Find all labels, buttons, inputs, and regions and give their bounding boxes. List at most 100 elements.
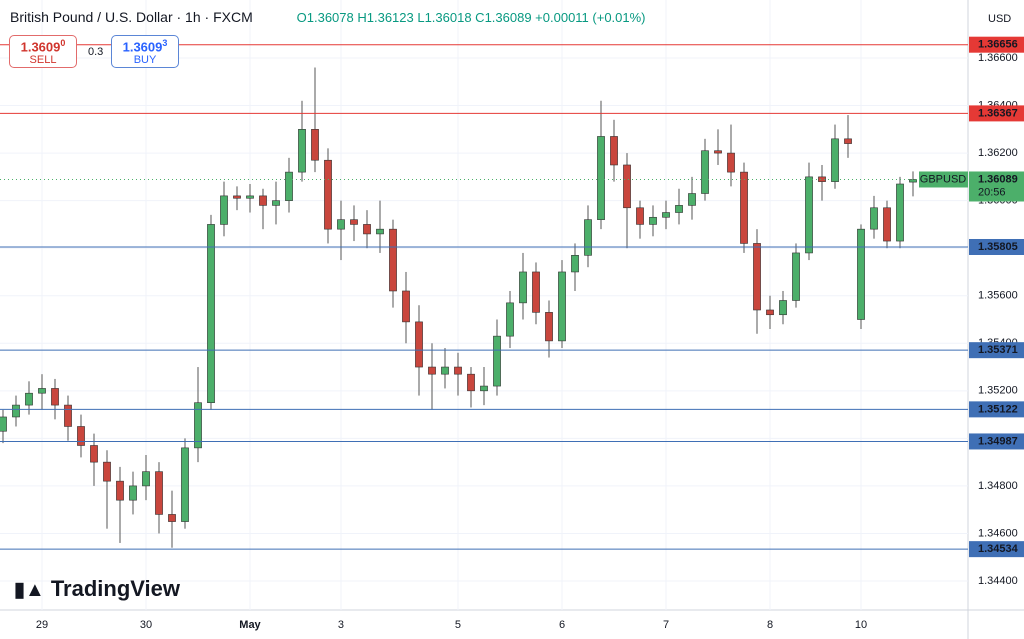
candle-body bbox=[896, 183, 904, 242]
candle-body bbox=[701, 150, 709, 194]
candle-body bbox=[506, 302, 514, 337]
candle-body bbox=[714, 150, 722, 154]
buy-price: 1.3609 bbox=[122, 39, 163, 55]
candle-body bbox=[636, 207, 644, 225]
candle-body bbox=[376, 228, 384, 235]
candle-body bbox=[142, 471, 150, 487]
candle-body bbox=[480, 385, 488, 392]
last-price-bg bbox=[969, 171, 1024, 202]
symbol-tag: GBPUSD bbox=[920, 173, 967, 185]
header: British Pound / U.S. Dollar · 1h · FXCM … bbox=[10, 9, 646, 25]
candle-body bbox=[402, 290, 410, 323]
buy-button[interactable]: 1.36093 BUY bbox=[111, 35, 179, 68]
level-label-bg bbox=[969, 105, 1024, 122]
level-label-bg bbox=[969, 342, 1024, 359]
sell-price-sup: 0 bbox=[60, 38, 66, 48]
candle-body bbox=[77, 426, 85, 446]
candle-body bbox=[246, 195, 254, 199]
candle-body bbox=[571, 255, 579, 273]
candle-body bbox=[233, 195, 241, 199]
candle-body bbox=[753, 243, 761, 311]
chart-title: British Pound / U.S. Dollar · 1h · FXCM bbox=[10, 9, 253, 25]
candle-body bbox=[818, 176, 826, 182]
y-tick-label: 1.36600 bbox=[978, 52, 1018, 64]
candle-body bbox=[64, 404, 72, 427]
buy-label: BUY bbox=[133, 54, 157, 67]
candle-body bbox=[428, 366, 436, 375]
y-tick-label: 1.35600 bbox=[978, 290, 1018, 302]
x-tick-label: 30 bbox=[140, 619, 152, 631]
candle-body bbox=[662, 212, 670, 218]
candle-body bbox=[298, 129, 306, 173]
candle-body bbox=[545, 312, 553, 342]
candle-body bbox=[792, 252, 800, 301]
level-label: 1.35371 bbox=[978, 344, 1018, 356]
candle-body bbox=[415, 321, 423, 368]
candle-body bbox=[155, 471, 163, 515]
sell-button[interactable]: 1.36090 SELL bbox=[9, 35, 77, 68]
candle-body bbox=[337, 219, 345, 230]
candle-body bbox=[103, 461, 111, 482]
level-label: 1.36367 bbox=[978, 107, 1018, 119]
y-tick-label: 1.34600 bbox=[978, 527, 1018, 539]
countdown: 20:56 bbox=[978, 186, 1006, 198]
candle-body bbox=[259, 195, 267, 206]
candle-body bbox=[870, 207, 878, 230]
sell-price: 1.3609 bbox=[20, 39, 61, 55]
candle-body bbox=[844, 138, 852, 144]
brand-logo[interactable]: ▮▲ TradingView bbox=[14, 576, 180, 601]
buy-price-sup: 3 bbox=[162, 38, 168, 48]
candle-body bbox=[25, 392, 33, 406]
last-price: 1.36089 bbox=[978, 173, 1018, 185]
candle-body bbox=[272, 200, 280, 206]
level-label: 1.34987 bbox=[978, 435, 1018, 447]
candle-body bbox=[467, 373, 475, 392]
level-label-bg bbox=[969, 541, 1024, 558]
candle-body bbox=[194, 402, 202, 449]
candle-body bbox=[389, 228, 397, 292]
candle-body bbox=[363, 224, 371, 235]
x-tick-label: 7 bbox=[663, 619, 669, 631]
y-tick-label: 1.36200 bbox=[978, 147, 1018, 159]
y-tick-label: 1.34800 bbox=[978, 480, 1018, 492]
currency[interactable]: USD bbox=[988, 13, 1011, 25]
candle-body bbox=[441, 366, 449, 375]
candle-body bbox=[220, 195, 228, 225]
level-label: 1.35122 bbox=[978, 403, 1018, 415]
candle-body bbox=[558, 271, 566, 342]
candle-body bbox=[610, 136, 618, 166]
candle-body bbox=[324, 159, 332, 230]
candle-body bbox=[909, 179, 917, 183]
candle-body bbox=[168, 514, 176, 522]
candle-body bbox=[779, 300, 787, 316]
candle-body bbox=[649, 216, 657, 225]
level-label: 1.34534 bbox=[978, 543, 1019, 555]
candle-body bbox=[454, 366, 462, 375]
candle-body bbox=[493, 335, 501, 387]
candle-body bbox=[584, 219, 592, 256]
brand-name: TradingView bbox=[50, 576, 180, 601]
level-label: 1.36656 bbox=[978, 39, 1018, 51]
candle-body bbox=[90, 445, 98, 463]
candle-body bbox=[805, 176, 813, 254]
x-tick-label: May bbox=[239, 619, 261, 631]
candle-body bbox=[285, 171, 293, 201]
level-label: 1.35805 bbox=[978, 241, 1018, 253]
level-label-bg bbox=[969, 36, 1024, 53]
candle-body bbox=[883, 207, 891, 242]
candle-body bbox=[532, 271, 540, 313]
candle-body bbox=[727, 152, 735, 173]
candle-body bbox=[38, 388, 46, 394]
candle-body bbox=[623, 164, 631, 209]
candle-body bbox=[740, 171, 748, 244]
x-tick-label: 3 bbox=[338, 619, 344, 631]
candle-body bbox=[831, 138, 839, 182]
x-tick-label: 8 bbox=[767, 619, 773, 631]
x-tick-label: 29 bbox=[36, 619, 48, 631]
candle-body bbox=[51, 388, 59, 406]
candle-body bbox=[129, 485, 137, 501]
candle-body bbox=[350, 219, 358, 225]
level-label-bg bbox=[969, 238, 1024, 255]
ohlc: O1.36078 H1.36123 L1.36018 C1.36089 +0.0… bbox=[296, 10, 646, 25]
